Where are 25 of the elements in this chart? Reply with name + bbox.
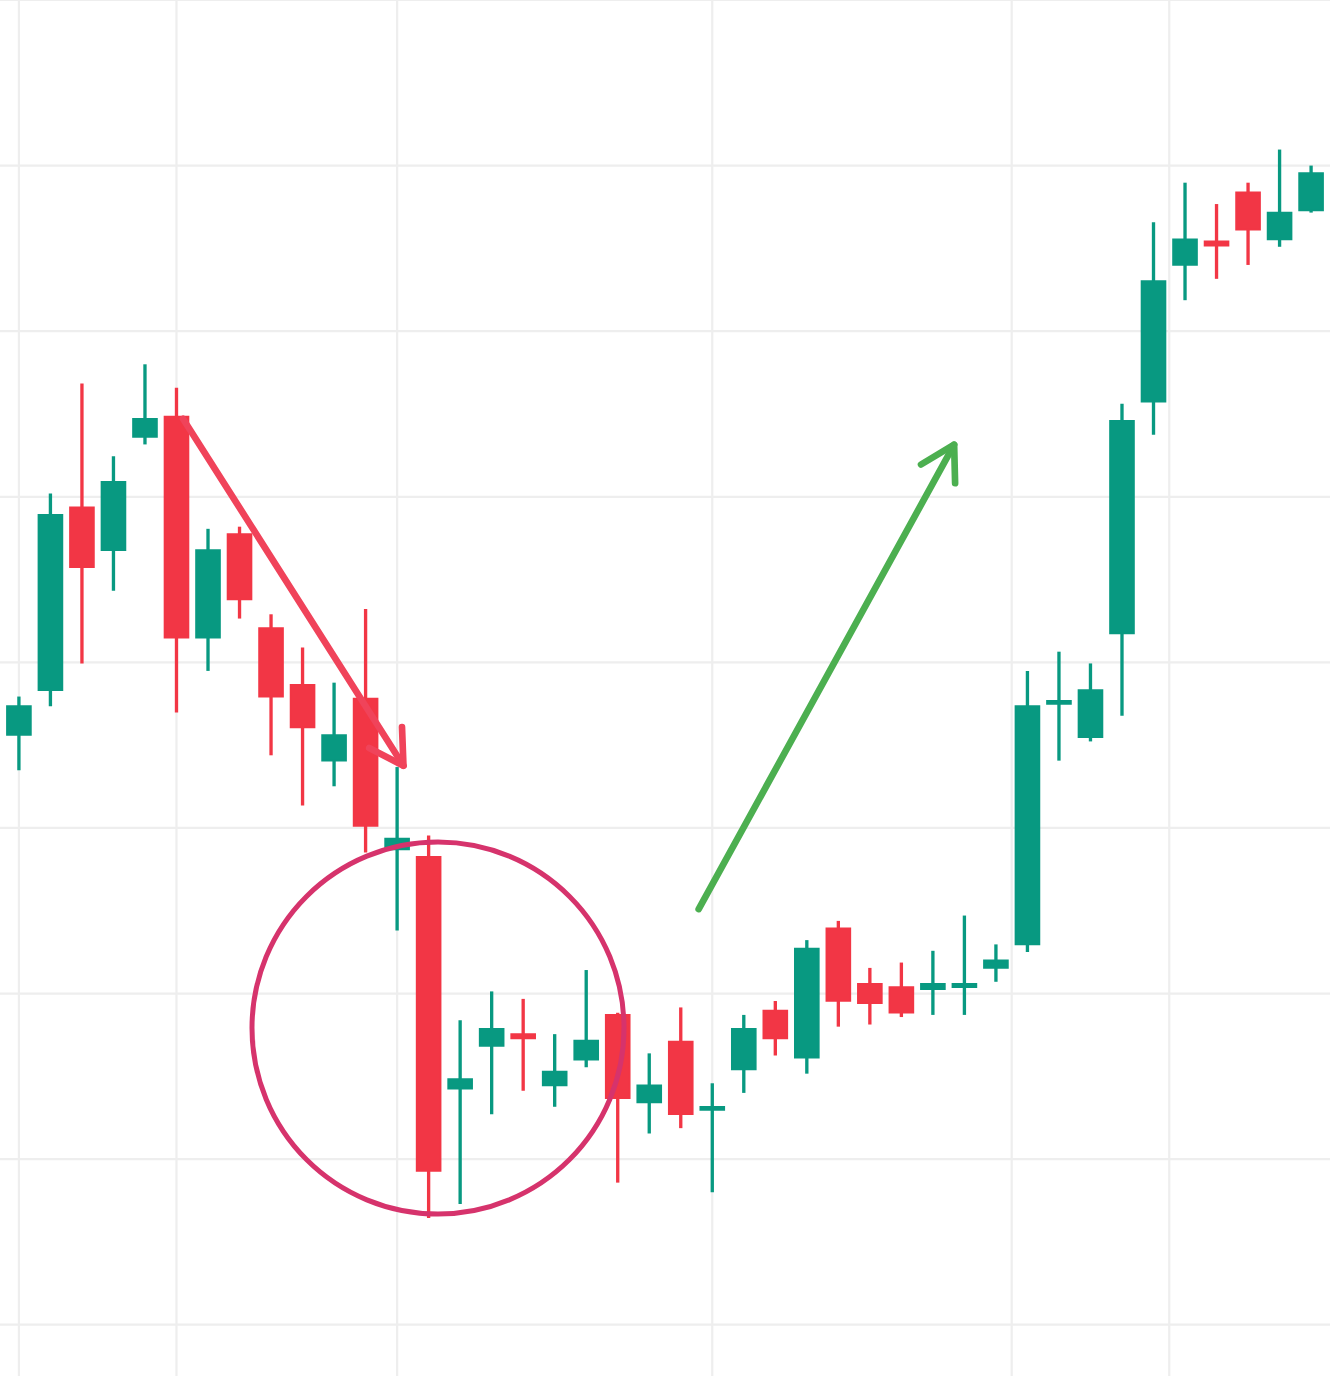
candlestick xyxy=(1046,650,1072,763)
candlestick xyxy=(1235,181,1261,267)
candlestick xyxy=(730,1013,757,1095)
candlestick xyxy=(321,680,347,788)
candlestick xyxy=(541,1032,568,1109)
candlestick xyxy=(1298,163,1324,215)
candlestick xyxy=(573,968,600,1069)
candlestick xyxy=(636,1051,663,1136)
candlestick xyxy=(510,997,536,1093)
candlestick xyxy=(857,966,883,1027)
candlestick xyxy=(699,1081,726,1194)
candlestick xyxy=(1077,661,1104,744)
candlestick xyxy=(888,960,915,1019)
candlestick xyxy=(447,1018,473,1206)
candlestick xyxy=(920,949,946,1017)
candlestick xyxy=(6,694,32,772)
candlestick xyxy=(762,999,789,1058)
candlestick xyxy=(1266,147,1293,249)
candlestick xyxy=(951,913,978,1017)
candlestick xyxy=(289,645,316,808)
candlestick xyxy=(1203,202,1230,281)
candlestick xyxy=(132,362,158,447)
candlestick xyxy=(478,989,505,1116)
candlestick xyxy=(1172,181,1198,302)
candlestick xyxy=(983,942,1009,984)
